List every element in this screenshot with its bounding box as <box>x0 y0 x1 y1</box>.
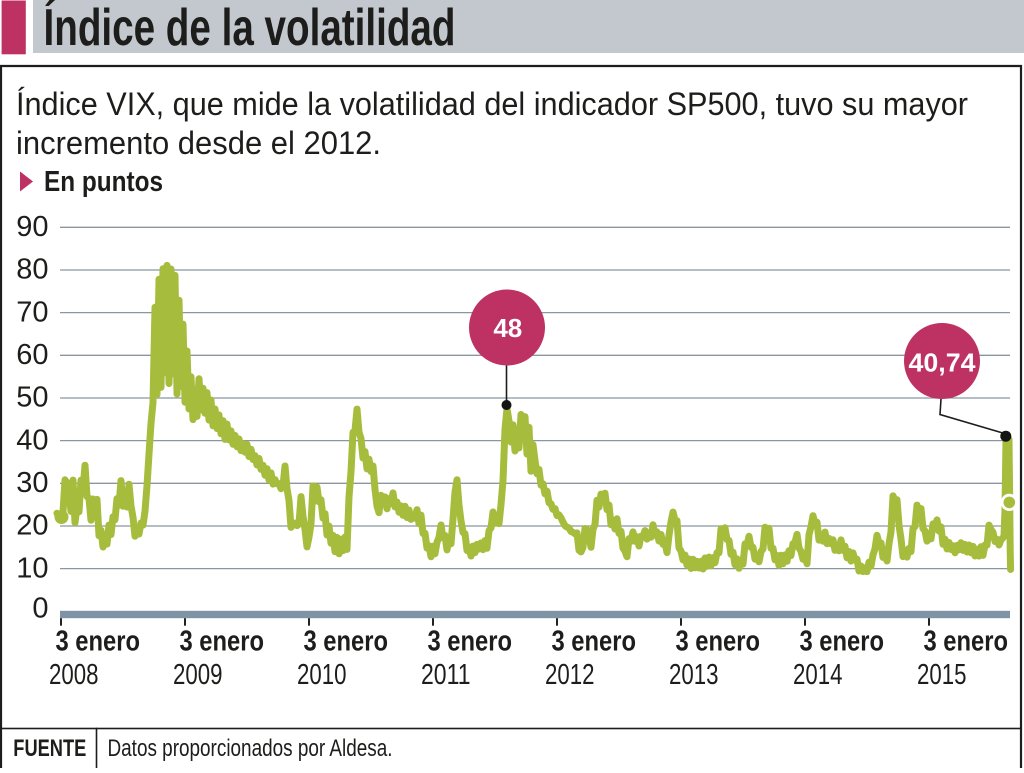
svg-text:Datos proporcionados por Aldes: Datos proporcionados por Aldesa. <box>108 735 393 762</box>
svg-text:40: 40 <box>16 424 48 456</box>
svg-text:2014: 2014 <box>793 659 843 691</box>
svg-text:3 enero: 3 enero <box>676 626 761 658</box>
svg-text:0: 0 <box>32 593 48 625</box>
svg-text:2011: 2011 <box>421 659 471 691</box>
svg-text:20: 20 <box>16 510 48 542</box>
svg-text:3 enero: 3 enero <box>428 626 513 658</box>
svg-text:FUENTE: FUENTE <box>13 735 86 762</box>
svg-text:2013: 2013 <box>669 659 719 691</box>
svg-text:48: 48 <box>493 313 522 343</box>
svg-text:10: 10 <box>16 552 48 584</box>
svg-text:70: 70 <box>16 296 48 328</box>
svg-text:3 enero: 3 enero <box>800 626 885 658</box>
svg-text:Índice VIX, que mide la volati: Índice VIX, que mide la volatilidad del … <box>16 86 968 122</box>
svg-text:3 enero: 3 enero <box>304 626 389 658</box>
svg-text:90: 90 <box>16 211 48 243</box>
svg-text:3 enero: 3 enero <box>56 626 141 658</box>
svg-text:30: 30 <box>16 467 48 499</box>
svg-text:3 enero: 3 enero <box>552 626 637 658</box>
svg-text:60: 60 <box>16 339 48 371</box>
svg-text:En puntos: En puntos <box>44 166 163 198</box>
svg-text:2008: 2008 <box>49 659 99 691</box>
svg-text:80: 80 <box>16 254 48 286</box>
svg-text:2010: 2010 <box>297 659 347 691</box>
svg-text:3 enero: 3 enero <box>180 626 265 658</box>
svg-text:40,74: 40,74 <box>909 348 977 378</box>
svg-text:2009: 2009 <box>173 659 223 691</box>
svg-text:2015: 2015 <box>917 659 967 691</box>
svg-text:50: 50 <box>16 382 48 414</box>
svg-text:Índice de la volatilidad: Índice de la volatilidad <box>44 0 456 56</box>
svg-text:2012: 2012 <box>545 659 595 691</box>
svg-text:3 enero: 3 enero <box>924 626 1009 658</box>
svg-text:incremento desde el 2012.: incremento desde el 2012. <box>16 125 381 161</box>
